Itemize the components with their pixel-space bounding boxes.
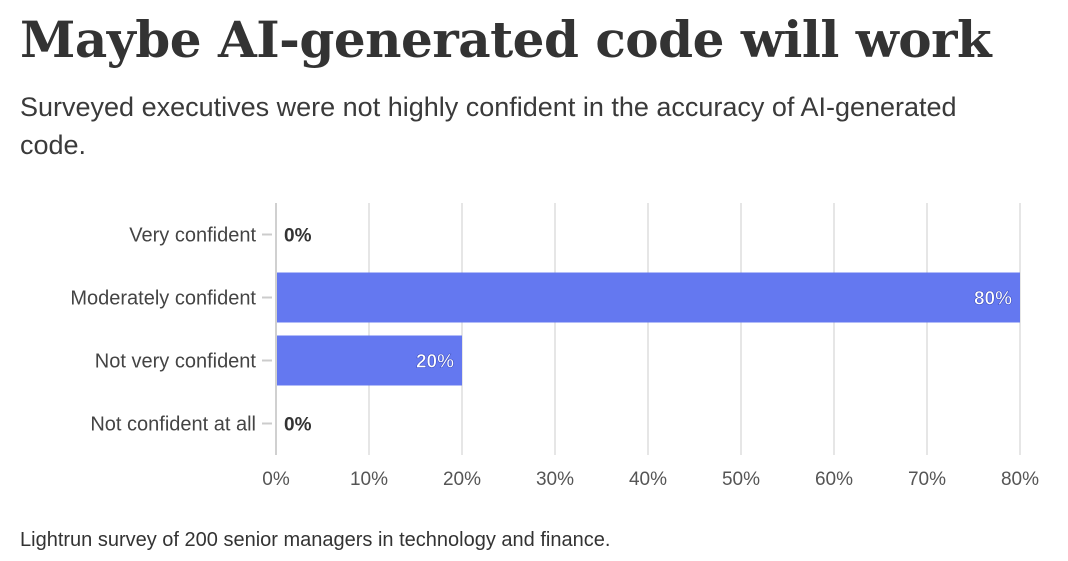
- x-tick-label: 10%: [350, 469, 388, 490]
- chart-subtitle: Surveyed executives were not highly conf…: [20, 92, 957, 160]
- x-tick-label: 0%: [262, 469, 290, 490]
- chart-title: Maybe AI-generated code will work: [20, 10, 992, 69]
- source-note: Lightrun survey of 200 senior managers i…: [20, 529, 611, 551]
- category-label: Very confident: [129, 225, 256, 247]
- bar: [276, 335, 462, 386]
- value-label: 0%: [284, 415, 312, 436]
- x-tick-label: 20%: [443, 469, 481, 490]
- value-label: 80%: [974, 289, 1012, 310]
- x-tick-label: 60%: [815, 469, 853, 490]
- bar-chart: 0% 10% 20% 30% 40% 50% 60% 70% 80% Very confident…: [70, 203, 1039, 491]
- labels: 0% 10% 20% 30% 40% 50% 60% 70% 80% Very confident…: [70, 225, 1039, 491]
- grid-lines: [275, 203, 1021, 455]
- x-tick-label: 30%: [536, 469, 574, 490]
- bars: [276, 272, 1020, 386]
- x-tick-label: 40%: [629, 469, 667, 490]
- x-tick-label: 80%: [1001, 469, 1039, 490]
- category-label: Not very confident: [95, 351, 257, 373]
- category-label: Moderately confident: [70, 288, 256, 310]
- x-tick-label: 50%: [722, 469, 760, 490]
- bar: [276, 272, 1020, 323]
- x-tick-label: 70%: [908, 469, 946, 490]
- axes: [262, 203, 277, 455]
- value-label: 20%: [416, 352, 454, 373]
- value-label: 0%: [284, 226, 312, 247]
- category-label: Not confident at all: [90, 414, 256, 436]
